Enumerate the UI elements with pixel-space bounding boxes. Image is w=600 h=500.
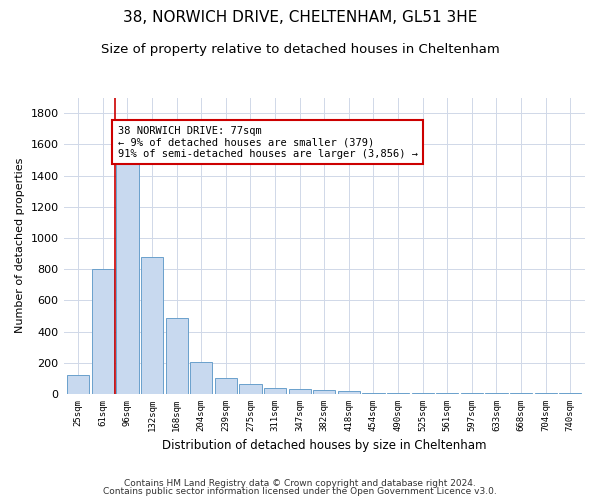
Bar bbox=[92, 269, 114, 394]
Bar bbox=[289, 390, 311, 394]
Text: Contains HM Land Registry data © Crown copyright and database right 2024.: Contains HM Land Registry data © Crown c… bbox=[124, 478, 476, 488]
Bar bbox=[338, 391, 360, 394]
Text: Size of property relative to detached houses in Cheltenham: Size of property relative to detached ho… bbox=[101, 42, 499, 56]
Bar bbox=[190, 362, 212, 394]
Bar bbox=[116, 160, 139, 394]
Text: 38 NORWICH DRIVE: 77sqm
← 9% of detached houses are smaller (379)
91% of semi-de: 38 NORWICH DRIVE: 77sqm ← 9% of detached… bbox=[118, 126, 418, 159]
Bar bbox=[166, 318, 188, 394]
Bar bbox=[239, 384, 262, 394]
Bar bbox=[67, 376, 89, 394]
Bar bbox=[141, 256, 163, 394]
Bar bbox=[313, 390, 335, 394]
Bar bbox=[215, 378, 237, 394]
Text: 38, NORWICH DRIVE, CHELTENHAM, GL51 3HE: 38, NORWICH DRIVE, CHELTENHAM, GL51 3HE bbox=[123, 10, 477, 25]
Y-axis label: Number of detached properties: Number of detached properties bbox=[15, 158, 25, 334]
Bar bbox=[264, 388, 286, 394]
X-axis label: Distribution of detached houses by size in Cheltenham: Distribution of detached houses by size … bbox=[162, 440, 487, 452]
Text: Contains public sector information licensed under the Open Government Licence v3: Contains public sector information licen… bbox=[103, 487, 497, 496]
